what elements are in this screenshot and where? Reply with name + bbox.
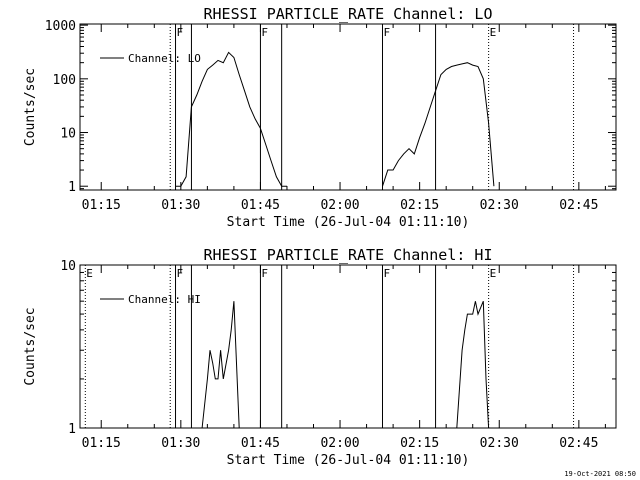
y-tick-label: 10 [60,259,76,274]
legend-label: Channel: HI [128,293,201,306]
y-tick-label: 100 [53,73,76,88]
marker-label: E [490,267,497,280]
x-tick-label: 01:15 [82,436,121,451]
panel-lo: RHESSI PARTICLE_RATE Channel: LO Start Ti… [23,5,617,230]
x-tick-label: 02:45 [559,436,598,451]
panel-hi: RHESSI PARTICLE_RATE Channel: HI Start Ti… [23,246,617,468]
x-tick-label: 01:30 [161,198,200,213]
x-tick-label: 01:45 [241,436,280,451]
marker-label: F [261,267,268,280]
y-axis-label: Counts/sec [23,68,38,146]
marker-label: F [383,267,390,280]
series-line [382,62,495,187]
y-axis-label: Counts/sec [23,307,38,385]
marker-label: F [177,267,184,280]
series-line [175,51,287,187]
x-tick-label: 02:30 [480,198,519,213]
marker-label: E [490,26,497,39]
marker-label: F [261,26,268,39]
footer-timestamp: 19-Oct-2021 08:50 [564,470,636,478]
y-tick-label: 10 [60,127,76,142]
x-axis-label: Start Time (26-Jul-04 01:11:10) [227,453,470,468]
x-axis-label: Start Time (26-Jul-04 01:11:10) [227,215,470,230]
y-tick-label: 1 [68,180,76,195]
x-tick-label: 01:45 [241,198,280,213]
marker-label: F [383,26,390,39]
y-tick-label: 1000 [45,19,76,34]
plot-frame [79,23,617,191]
x-tick-label: 02:15 [400,436,439,451]
series-line [201,301,240,429]
x-tick-label: 02:45 [559,198,598,213]
plot-frame [79,264,617,429]
y-tick-label: 1 [68,422,76,437]
chart-title: RHESSI PARTICLE_RATE Channel: LO [204,5,493,23]
legend-label: Channel: LO [128,52,201,65]
x-tick-label: 02:00 [320,198,359,213]
x-tick-label: 02:30 [480,436,519,451]
chart-title: RHESSI PARTICLE_RATE Channel: HI [204,246,493,264]
x-tick-label: 01:15 [82,198,121,213]
marker-label: E [86,267,93,280]
x-tick-label: 02:15 [400,198,439,213]
x-tick-label: 02:00 [320,436,359,451]
marker-label: F [177,26,184,39]
x-tick-label: 01:30 [161,436,200,451]
series-line [456,301,490,429]
